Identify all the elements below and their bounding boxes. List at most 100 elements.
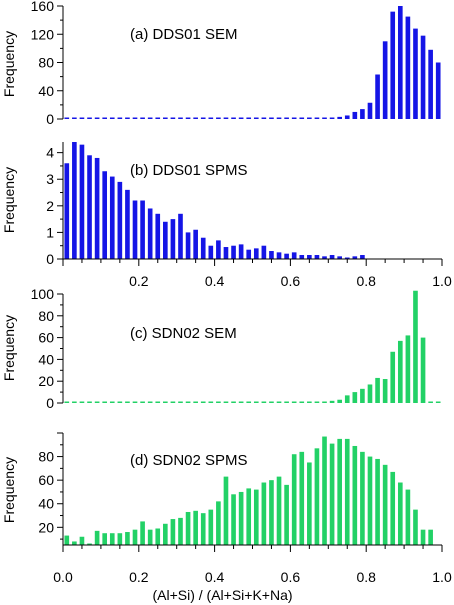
bar [375, 458, 380, 545]
bar [299, 255, 305, 259]
x-tick-label: 0.4 [205, 273, 225, 289]
panel-2: 0 1 2 3 4 Frequency (b) DDS01 SPMS 0.2 0.4 0.6 0.8… [1, 142, 452, 289]
bar [94, 530, 100, 545]
bar [223, 117, 229, 119]
bar [102, 401, 108, 403]
y-tick-label: 60 [38, 330, 54, 346]
bar [208, 245, 214, 259]
bar [322, 436, 327, 545]
bar [147, 208, 153, 259]
y-tick-label: 80 [38, 449, 54, 465]
bar [276, 476, 282, 545]
bar [94, 157, 100, 259]
bar [185, 511, 191, 545]
bar [344, 115, 350, 119]
bar [72, 117, 77, 119]
bar [405, 489, 411, 545]
bar [132, 200, 138, 259]
bar [428, 49, 433, 119]
bar [261, 482, 267, 545]
bar [344, 438, 350, 545]
bar [413, 28, 418, 120]
bar [276, 117, 282, 119]
bar [64, 163, 70, 259]
bar [337, 438, 342, 545]
y-tick-label: 1 [46, 224, 54, 240]
bar [291, 454, 297, 545]
bar [170, 519, 176, 545]
bar [125, 189, 130, 259]
x-tick-label: 0.2 [129, 569, 149, 585]
bar [276, 252, 282, 259]
bar [238, 401, 244, 403]
bar [170, 219, 176, 259]
bar [291, 401, 297, 403]
bar [322, 401, 327, 403]
bar [352, 392, 358, 403]
y-tick-label: 40 [38, 496, 54, 512]
bar [178, 117, 183, 119]
bar [87, 401, 92, 403]
bar [261, 245, 267, 259]
bar [193, 117, 198, 119]
bar [140, 401, 145, 403]
x-tick-label: 0.6 [281, 273, 301, 289]
bar [390, 471, 396, 545]
y-tick-label: 160 [31, 0, 55, 14]
y-axis-label: Frequency [1, 457, 17, 523]
bar [170, 401, 176, 403]
panel-title: (c) SDN02 SEM [130, 325, 237, 342]
bar [231, 494, 236, 545]
bar [79, 401, 85, 403]
bar [322, 256, 327, 259]
bar [87, 543, 92, 545]
bar [284, 117, 289, 119]
bar [435, 401, 441, 403]
y-tick-label: 100 [31, 286, 55, 302]
x-tick-label: 0.4 [205, 569, 225, 585]
bar [125, 401, 130, 403]
bar [375, 377, 380, 403]
y-tick-label: 20 [38, 373, 54, 389]
bar [352, 445, 358, 545]
bar [246, 249, 252, 259]
x-tick-label: 0.2 [129, 273, 149, 289]
bar [329, 117, 335, 119]
bar [87, 155, 92, 259]
bar [276, 401, 282, 403]
bar [405, 335, 411, 403]
x-tick-label: 0.8 [356, 273, 376, 289]
bar [329, 400, 335, 403]
bar [109, 176, 115, 259]
bar [307, 255, 312, 259]
bar [64, 535, 70, 545]
bar [360, 451, 365, 545]
bar [216, 501, 221, 545]
bar [109, 117, 115, 119]
bar [382, 379, 388, 403]
bar [253, 117, 259, 119]
bar [208, 401, 214, 403]
panel-3: 0 20 40 60 80 100 Frequency (c) SDN02 SEM [1, 286, 441, 411]
bar [246, 401, 252, 403]
bar [185, 401, 191, 403]
bar [405, 16, 411, 119]
bar [307, 117, 312, 119]
bar [163, 221, 168, 259]
bar [246, 117, 252, 119]
bar [147, 401, 153, 403]
bar [420, 529, 426, 545]
bar [102, 171, 108, 259]
bar [200, 401, 206, 403]
bar [261, 117, 267, 119]
bar [397, 340, 403, 403]
bar [314, 255, 320, 259]
bar [284, 484, 289, 545]
bar [428, 401, 433, 403]
bar [102, 117, 108, 119]
bar [352, 111, 358, 119]
bar [307, 462, 312, 545]
bar [360, 255, 365, 259]
y-tick-label: 80 [38, 55, 54, 71]
bar [269, 251, 274, 259]
